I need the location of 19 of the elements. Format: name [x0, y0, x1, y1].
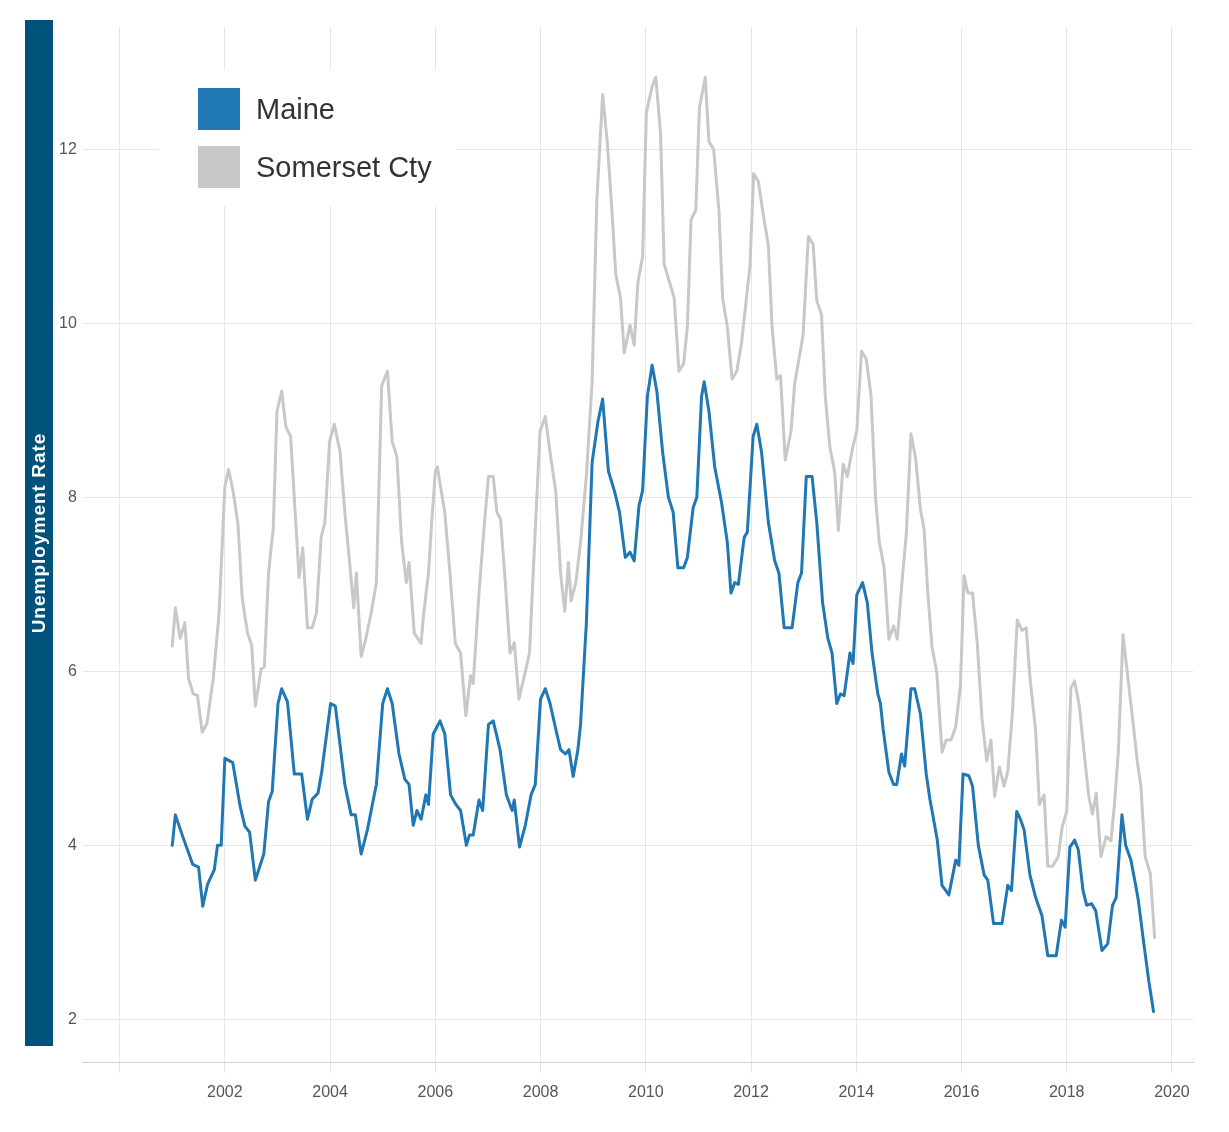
x-tick-label: 2002	[207, 1082, 243, 1100]
x-tick-label: 2004	[312, 1082, 348, 1100]
x-tick-label: 2016	[943, 1082, 980, 1100]
x-tick-label: 2006	[417, 1082, 454, 1100]
x-tick-label: 2008	[522, 1082, 559, 1100]
y-tick-label: 4	[67, 835, 77, 853]
legend-label: Maine	[256, 92, 335, 126]
legend-label: Somerset Cty	[256, 150, 432, 184]
y-tick-label: 8	[67, 487, 77, 505]
x-tick-label: 2012	[733, 1082, 769, 1100]
x-tick-label: 2020	[1154, 1082, 1190, 1100]
y-tick-label: 10	[59, 313, 77, 331]
x-tick-label: 2010	[627, 1082, 664, 1100]
y-axis-title: Unemployment Rate	[28, 432, 50, 634]
y-tick-label: 6	[67, 661, 77, 679]
y-tick-label: 2	[67, 1009, 77, 1027]
y-tick-label: 12	[59, 139, 77, 157]
x-tick-label: 2018	[1048, 1082, 1085, 1100]
x-tick-label: 2014	[838, 1082, 875, 1100]
